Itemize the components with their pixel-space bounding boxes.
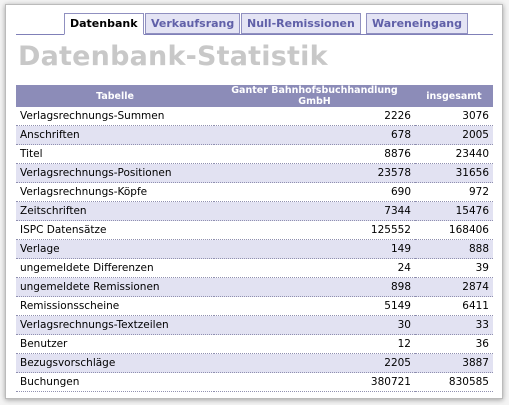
cell-value: 23440 <box>415 144 493 164</box>
table-row: Bezugsvorschläge 2205 3887 <box>16 353 493 373</box>
page-title: Datenbank-Statistik <box>18 41 328 72</box>
tab-bar: Datenbank Verkaufsrang Null-Remissionen War… <box>16 13 493 35</box>
table-row: ungemeldete Differenzen 24 39 <box>16 258 493 278</box>
table-row: Zeitschriften 7344 15476 <box>16 201 493 221</box>
table-row: Verlagsrechnungs-Textzeilen 30 33 <box>16 315 493 335</box>
column-header: Ganter Bahnhofsbuchhandlung GmbH <box>214 85 415 107</box>
table-body: Verlagsrechnungs-Summen 2226 3076 Anschrift… <box>16 107 493 392</box>
row-label: ungemeldete Remissionen <box>16 277 214 297</box>
cell-value: 830585 <box>415 372 493 392</box>
header-row: Tabelle Ganter Bahnhofsbuchhandlung GmbH i… <box>16 85 493 107</box>
table-row: Verlagsrechnungs-Positionen 23578 31656 <box>16 163 493 183</box>
row-label: Buchungen <box>16 372 214 392</box>
cell-value: 125552 <box>214 220 415 240</box>
cell-value: 23578 <box>214 163 415 183</box>
row-label: Anschriften <box>16 125 214 145</box>
cell-value: 24 <box>214 258 415 278</box>
cell-value: 690 <box>214 182 415 202</box>
tab[interactable]: Wareneingang <box>366 13 468 34</box>
tab[interactable]: Verkaufsrang <box>145 13 241 34</box>
cell-value: 36 <box>415 334 493 354</box>
row-label: ungemeldete Differenzen <box>16 258 214 278</box>
row-label: Bezugsvorschläge <box>16 353 214 373</box>
row-label: Verlagsrechnungs-Köpfe <box>16 182 214 202</box>
table-row: Benutzer 12 36 <box>16 334 493 354</box>
row-label: Titel <box>16 144 214 164</box>
cell-value: 149 <box>214 239 415 259</box>
table-row: Titel 8876 23440 <box>16 144 493 164</box>
cell-value: 3887 <box>415 353 493 373</box>
column-header: insgesamt <box>415 85 493 107</box>
table-row: Remissionsscheine 5149 6411 <box>16 296 493 316</box>
cell-value: 8876 <box>214 144 415 164</box>
cell-value: 39 <box>415 258 493 278</box>
cell-value: 888 <box>415 239 493 259</box>
row-label: ISPC Datensätze <box>16 220 214 240</box>
tab[interactable]: Datenbank <box>64 13 144 35</box>
table-row: Buchungen 380721 830585 <box>16 372 493 392</box>
row-label: Verlagsrechnungs-Positionen <box>16 163 214 183</box>
table-row: Verlagsrechnungs-Summen 2226 3076 <box>16 107 493 126</box>
table-row: ungemeldete Remissionen 898 2874 <box>16 277 493 297</box>
cell-value: 7344 <box>214 201 415 221</box>
cell-value: 6411 <box>415 296 493 316</box>
cell-value: 30 <box>214 315 415 335</box>
cell-value: 33 <box>415 315 493 335</box>
row-label: Zeitschriften <box>16 201 214 221</box>
statistics-table: Tabelle Ganter Bahnhofsbuchhandlung GmbH i… <box>16 85 493 392</box>
row-label: Verlagsrechnungs-Summen <box>16 107 214 126</box>
window: Datenbank Verkaufsrang Null-Remissionen War… <box>5 4 503 399</box>
cell-value: 380721 <box>214 372 415 392</box>
column-header: Tabelle <box>16 85 214 107</box>
cell-value: 5149 <box>214 296 415 316</box>
cell-value: 31656 <box>415 163 493 183</box>
table-row: ISPC Datensätze 125552 168406 <box>16 220 493 240</box>
cell-value: 2205 <box>214 353 415 373</box>
row-label: Verlagsrechnungs-Textzeilen <box>16 315 214 335</box>
tab[interactable]: Null-Remissionen <box>241 13 361 34</box>
cell-value: 15476 <box>415 201 493 221</box>
cell-value: 2874 <box>415 277 493 297</box>
cell-value: 898 <box>214 277 415 297</box>
cell-value: 2005 <box>415 125 493 145</box>
cell-value: 12 <box>214 334 415 354</box>
row-label: Verlage <box>16 239 214 259</box>
table-row: Verlage 149 888 <box>16 239 493 259</box>
cell-value: 972 <box>415 182 493 202</box>
cell-value: 168406 <box>415 220 493 240</box>
table-row: Anschriften 678 2005 <box>16 125 493 145</box>
table-row: Verlagsrechnungs-Köpfe 690 972 <box>16 182 493 202</box>
row-label: Benutzer <box>16 334 214 354</box>
cell-value: 678 <box>214 125 415 145</box>
cell-value: 2226 <box>214 107 415 126</box>
row-label: Remissionsscheine <box>16 296 214 316</box>
cell-value: 3076 <box>415 107 493 126</box>
